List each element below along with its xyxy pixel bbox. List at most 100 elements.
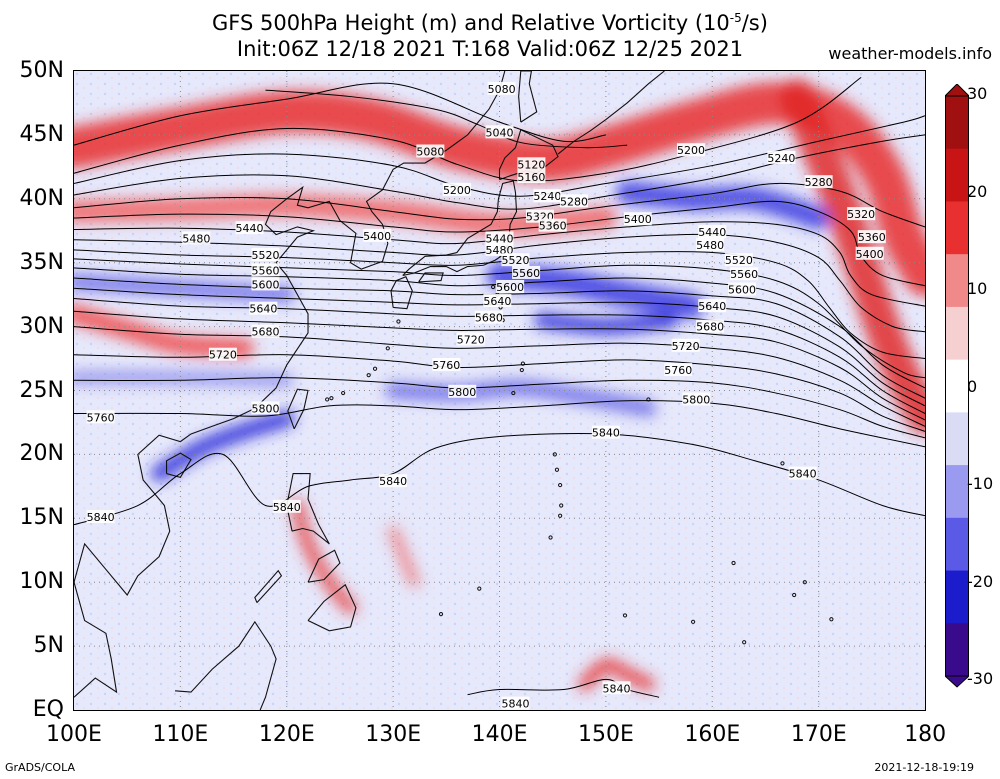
island-micronesia <box>731 560 736 566</box>
lon-tick-label: 170E <box>790 722 847 747</box>
svg-text:5520: 5520 <box>251 249 279 262</box>
svg-text:5600: 5600 <box>496 281 524 294</box>
contour-label: 5520 <box>724 253 753 267</box>
colorbar-segment <box>945 359 969 413</box>
island-micronesia <box>829 617 834 622</box>
contour-label: 5720 <box>671 338 700 353</box>
svg-text:5680: 5680 <box>696 321 724 334</box>
contour-5840 <box>74 432 925 526</box>
contour-label: 5080 <box>416 144 445 159</box>
svg-text:5080: 5080 <box>488 83 516 96</box>
coastline-hainan <box>165 452 192 479</box>
colorbar-segment <box>945 465 969 519</box>
lon-tick-label: 120E <box>258 722 315 747</box>
contour-label: 5640 <box>483 294 512 308</box>
island-micronesia <box>792 592 797 598</box>
svg-text:5800: 5800 <box>251 402 279 415</box>
island-izu-bonin <box>491 284 496 290</box>
svg-text:5160: 5160 <box>517 171 545 184</box>
vorticity-colorbar <box>945 84 969 688</box>
contour-label: 5720 <box>208 347 237 362</box>
svg-text:5720: 5720 <box>457 333 485 346</box>
contour-label: 5040 <box>485 125 514 139</box>
colorbar-tick-label: 10 <box>967 279 988 298</box>
contour-label: 5760 <box>86 410 115 424</box>
svg-text:5840: 5840 <box>87 511 115 524</box>
contour-label: 5840 <box>86 510 115 524</box>
contour-label: 5480 <box>696 237 725 252</box>
vorticity-band <box>74 304 254 358</box>
island-wake <box>780 461 785 466</box>
svg-text:5600: 5600 <box>728 284 756 297</box>
contour-label: 5440 <box>698 225 727 239</box>
colorbar-tick-label: -30 <box>967 669 994 688</box>
chart-title-line-1: GFS 500hPa Height (m) and Relative Vorti… <box>0 6 990 35</box>
contour-label: 5800 <box>682 392 711 406</box>
contour-5520 <box>74 277 925 399</box>
svg-text:5280: 5280 <box>560 195 588 208</box>
contour-label: 5400 <box>855 246 884 261</box>
island-marianas <box>548 535 553 540</box>
svg-text:5720: 5720 <box>209 349 237 362</box>
footer-software: GrADS/COLA <box>5 761 75 774</box>
island-marianas <box>559 503 564 508</box>
lat-tick-label: 25N <box>19 377 64 403</box>
lat-tick-label: 30N <box>19 313 64 339</box>
svg-text:5280: 5280 <box>805 176 833 189</box>
svg-text:5200: 5200 <box>677 144 705 157</box>
contour-5120 <box>74 76 862 182</box>
contour-label: 5360 <box>538 218 567 233</box>
svg-text:5680: 5680 <box>475 312 503 325</box>
contour-label: 5840 <box>788 466 817 481</box>
contour-label: 5840 <box>272 499 301 514</box>
svg-text:5320: 5320 <box>847 208 875 221</box>
svg-text:5080: 5080 <box>416 146 444 159</box>
colorbar-segment <box>945 517 969 572</box>
svg-text:5640: 5640 <box>249 303 277 316</box>
contour-5560 <box>74 287 925 407</box>
vorticity-band <box>388 526 420 587</box>
svg-text:5840: 5840 <box>592 427 620 440</box>
lon-tick-label: 160E <box>684 722 741 747</box>
contour-5360 <box>74 233 925 333</box>
lat-tick-label: EQ <box>32 697 64 722</box>
colorbar-segment <box>945 254 969 308</box>
coastline-luzon <box>286 473 330 545</box>
contour-label: 5760 <box>432 357 461 372</box>
contour-label: 5400 <box>623 212 652 226</box>
island-izu-bonin <box>520 361 526 366</box>
lat-tick-label: 35N <box>19 249 64 275</box>
colorbar-tick-label: -10 <box>967 474 994 493</box>
contour-label: 5600 <box>251 277 280 291</box>
island-marianas <box>552 452 557 457</box>
vorticity-band <box>385 379 657 417</box>
contour-label: 5600 <box>728 282 757 297</box>
svg-text:5480: 5480 <box>696 239 724 252</box>
contour-label: 5240 <box>767 150 796 165</box>
colorbar-segment <box>945 412 969 466</box>
colorbar-tick-label: 20 <box>967 181 988 201</box>
lon-tick-label: 130E <box>365 722 422 747</box>
svg-text:5360: 5360 <box>858 231 886 244</box>
colorbar-segment <box>945 201 969 255</box>
svg-text:5760: 5760 <box>664 364 692 377</box>
contour-5680 <box>74 326 925 427</box>
island-ryukyu <box>341 390 346 396</box>
vorticity-band <box>151 410 295 482</box>
island-ryukyu <box>329 396 334 401</box>
colorbar-segment <box>945 96 969 150</box>
contour-label: 5640 <box>249 301 278 316</box>
contour-label: 5600 <box>496 279 525 294</box>
coastline-mindanao <box>307 583 357 632</box>
colorbar-tick-label: 0 <box>967 376 978 396</box>
island-micronesia <box>477 586 482 591</box>
contour-label: 5840 <box>379 474 408 488</box>
contour-label: 5720 <box>456 332 485 346</box>
svg-text:5800: 5800 <box>448 386 476 399</box>
vorticity-band <box>578 658 655 691</box>
colorbar-tick-label: -20 <box>967 571 994 591</box>
contour-5800 <box>74 400 925 448</box>
contour-5640 <box>74 310 925 421</box>
